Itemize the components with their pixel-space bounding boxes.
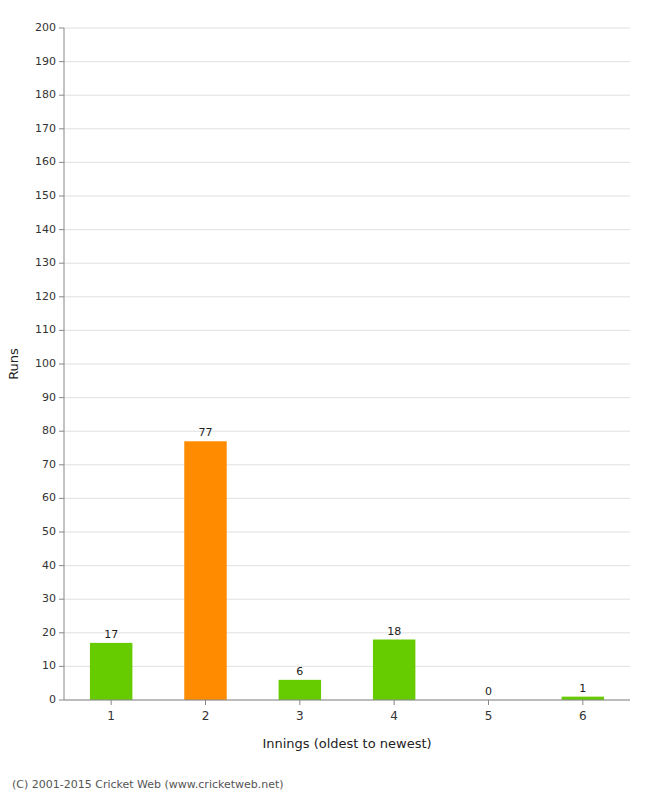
grid-line [64, 464, 630, 465]
x-tick-label: 5 [485, 709, 493, 723]
y-tick [59, 700, 64, 701]
y-tick-label: 90 [42, 391, 56, 404]
data-label: 1 [579, 682, 586, 695]
y-tick [59, 296, 64, 297]
y-tick-label: 140 [35, 223, 56, 236]
data-label: 0 [485, 685, 492, 698]
grid-line [64, 700, 630, 701]
data-label: 17 [104, 628, 118, 641]
y-tick-label: 30 [42, 592, 56, 605]
y-tick [59, 632, 64, 633]
y-tick-label: 100 [35, 357, 56, 370]
y-tick [59, 397, 64, 398]
grid-line [64, 532, 630, 533]
x-tick [582, 700, 583, 705]
chart-svg: 0102030405060708090100110120130140150160… [0, 0, 650, 800]
grid-line [64, 263, 630, 264]
y-tick-label: 190 [35, 55, 56, 68]
y-axis-line [64, 28, 65, 700]
y-tick [59, 599, 64, 600]
bar [562, 697, 604, 700]
grid-line [64, 632, 630, 633]
grid-line [64, 28, 630, 29]
x-tick-label: 3 [296, 709, 304, 723]
y-axis: 0 10 20 30 40 50 60 70 80 90 100 110 120 130 140 150 160… [35, 21, 64, 706]
data-labels: 17 77 6 18 0 1 [104, 426, 586, 698]
y-tick-label: 160 [35, 155, 56, 168]
grid-line [64, 599, 630, 600]
data-label: 18 [387, 625, 401, 638]
grid-line [64, 229, 630, 230]
y-tick [59, 565, 64, 566]
y-tick [59, 330, 64, 331]
x-axis-line [64, 700, 630, 701]
y-tick [59, 666, 64, 667]
y-tick-label: 40 [42, 559, 56, 572]
bar [90, 643, 132, 700]
grid-line [64, 565, 630, 566]
footer-note: (C) 2001-2015 Cricket Web (www.cricketwe… [12, 778, 284, 791]
y-tick-label: 170 [35, 122, 56, 135]
bars [90, 441, 604, 700]
bar [373, 640, 415, 700]
grid-line [64, 330, 630, 331]
y-tick-label: 200 [35, 21, 56, 34]
x-axis: 1 2 3 4 5 6 [64, 700, 630, 723]
data-label: 77 [199, 426, 213, 439]
y-tick [59, 28, 64, 29]
x-tick [205, 700, 206, 705]
grid-line [64, 162, 630, 163]
y-tick [59, 61, 64, 62]
y-tick [59, 431, 64, 432]
y-tick-label: 80 [42, 424, 56, 437]
y-tick [59, 196, 64, 197]
y-tick [59, 532, 64, 533]
grid-line [64, 196, 630, 197]
grid [64, 28, 630, 700]
y-tick [59, 128, 64, 129]
bar [279, 680, 321, 700]
y-tick [59, 162, 64, 163]
y-tick-label: 10 [42, 659, 56, 672]
x-tick [299, 700, 300, 705]
data-label: 6 [296, 665, 303, 678]
y-tick-label: 130 [35, 256, 56, 269]
grid-line [64, 95, 630, 96]
grid-line [64, 498, 630, 499]
grid-line [64, 397, 630, 398]
x-tick [394, 700, 395, 705]
x-tick-label: 4 [390, 709, 398, 723]
grid-line [64, 296, 630, 297]
y-tick [59, 364, 64, 365]
x-tick-label: 1 [107, 709, 115, 723]
y-tick-label: 20 [42, 626, 56, 639]
y-tick [59, 229, 64, 230]
y-tick [59, 95, 64, 96]
chart-container: 0102030405060708090100110120130140150160… [0, 0, 650, 800]
y-tick-label: 180 [35, 88, 56, 101]
grid-line [64, 666, 630, 667]
x-tick-label: 2 [202, 709, 210, 723]
y-tick-label: 50 [42, 525, 56, 538]
y-tick-label: 110 [35, 323, 56, 336]
x-axis-label: Innings (oldest to newest) [262, 736, 431, 751]
y-tick [59, 464, 64, 465]
grid-line [64, 128, 630, 129]
y-tick-label: 70 [42, 458, 56, 471]
y-tick [59, 263, 64, 264]
x-tick [111, 700, 112, 705]
y-tick [59, 498, 64, 499]
grid-line [64, 364, 630, 365]
bar [184, 441, 226, 700]
y-tick-label: 0 [49, 693, 56, 706]
x-tick-label: 6 [579, 709, 587, 723]
y-tick-label: 150 [35, 189, 56, 202]
grid-line [64, 431, 630, 432]
y-axis-label: Runs [6, 348, 21, 380]
grid-line [64, 61, 630, 62]
y-tick-label: 60 [42, 491, 56, 504]
x-tick [488, 700, 489, 705]
y-tick-label: 120 [35, 290, 56, 303]
